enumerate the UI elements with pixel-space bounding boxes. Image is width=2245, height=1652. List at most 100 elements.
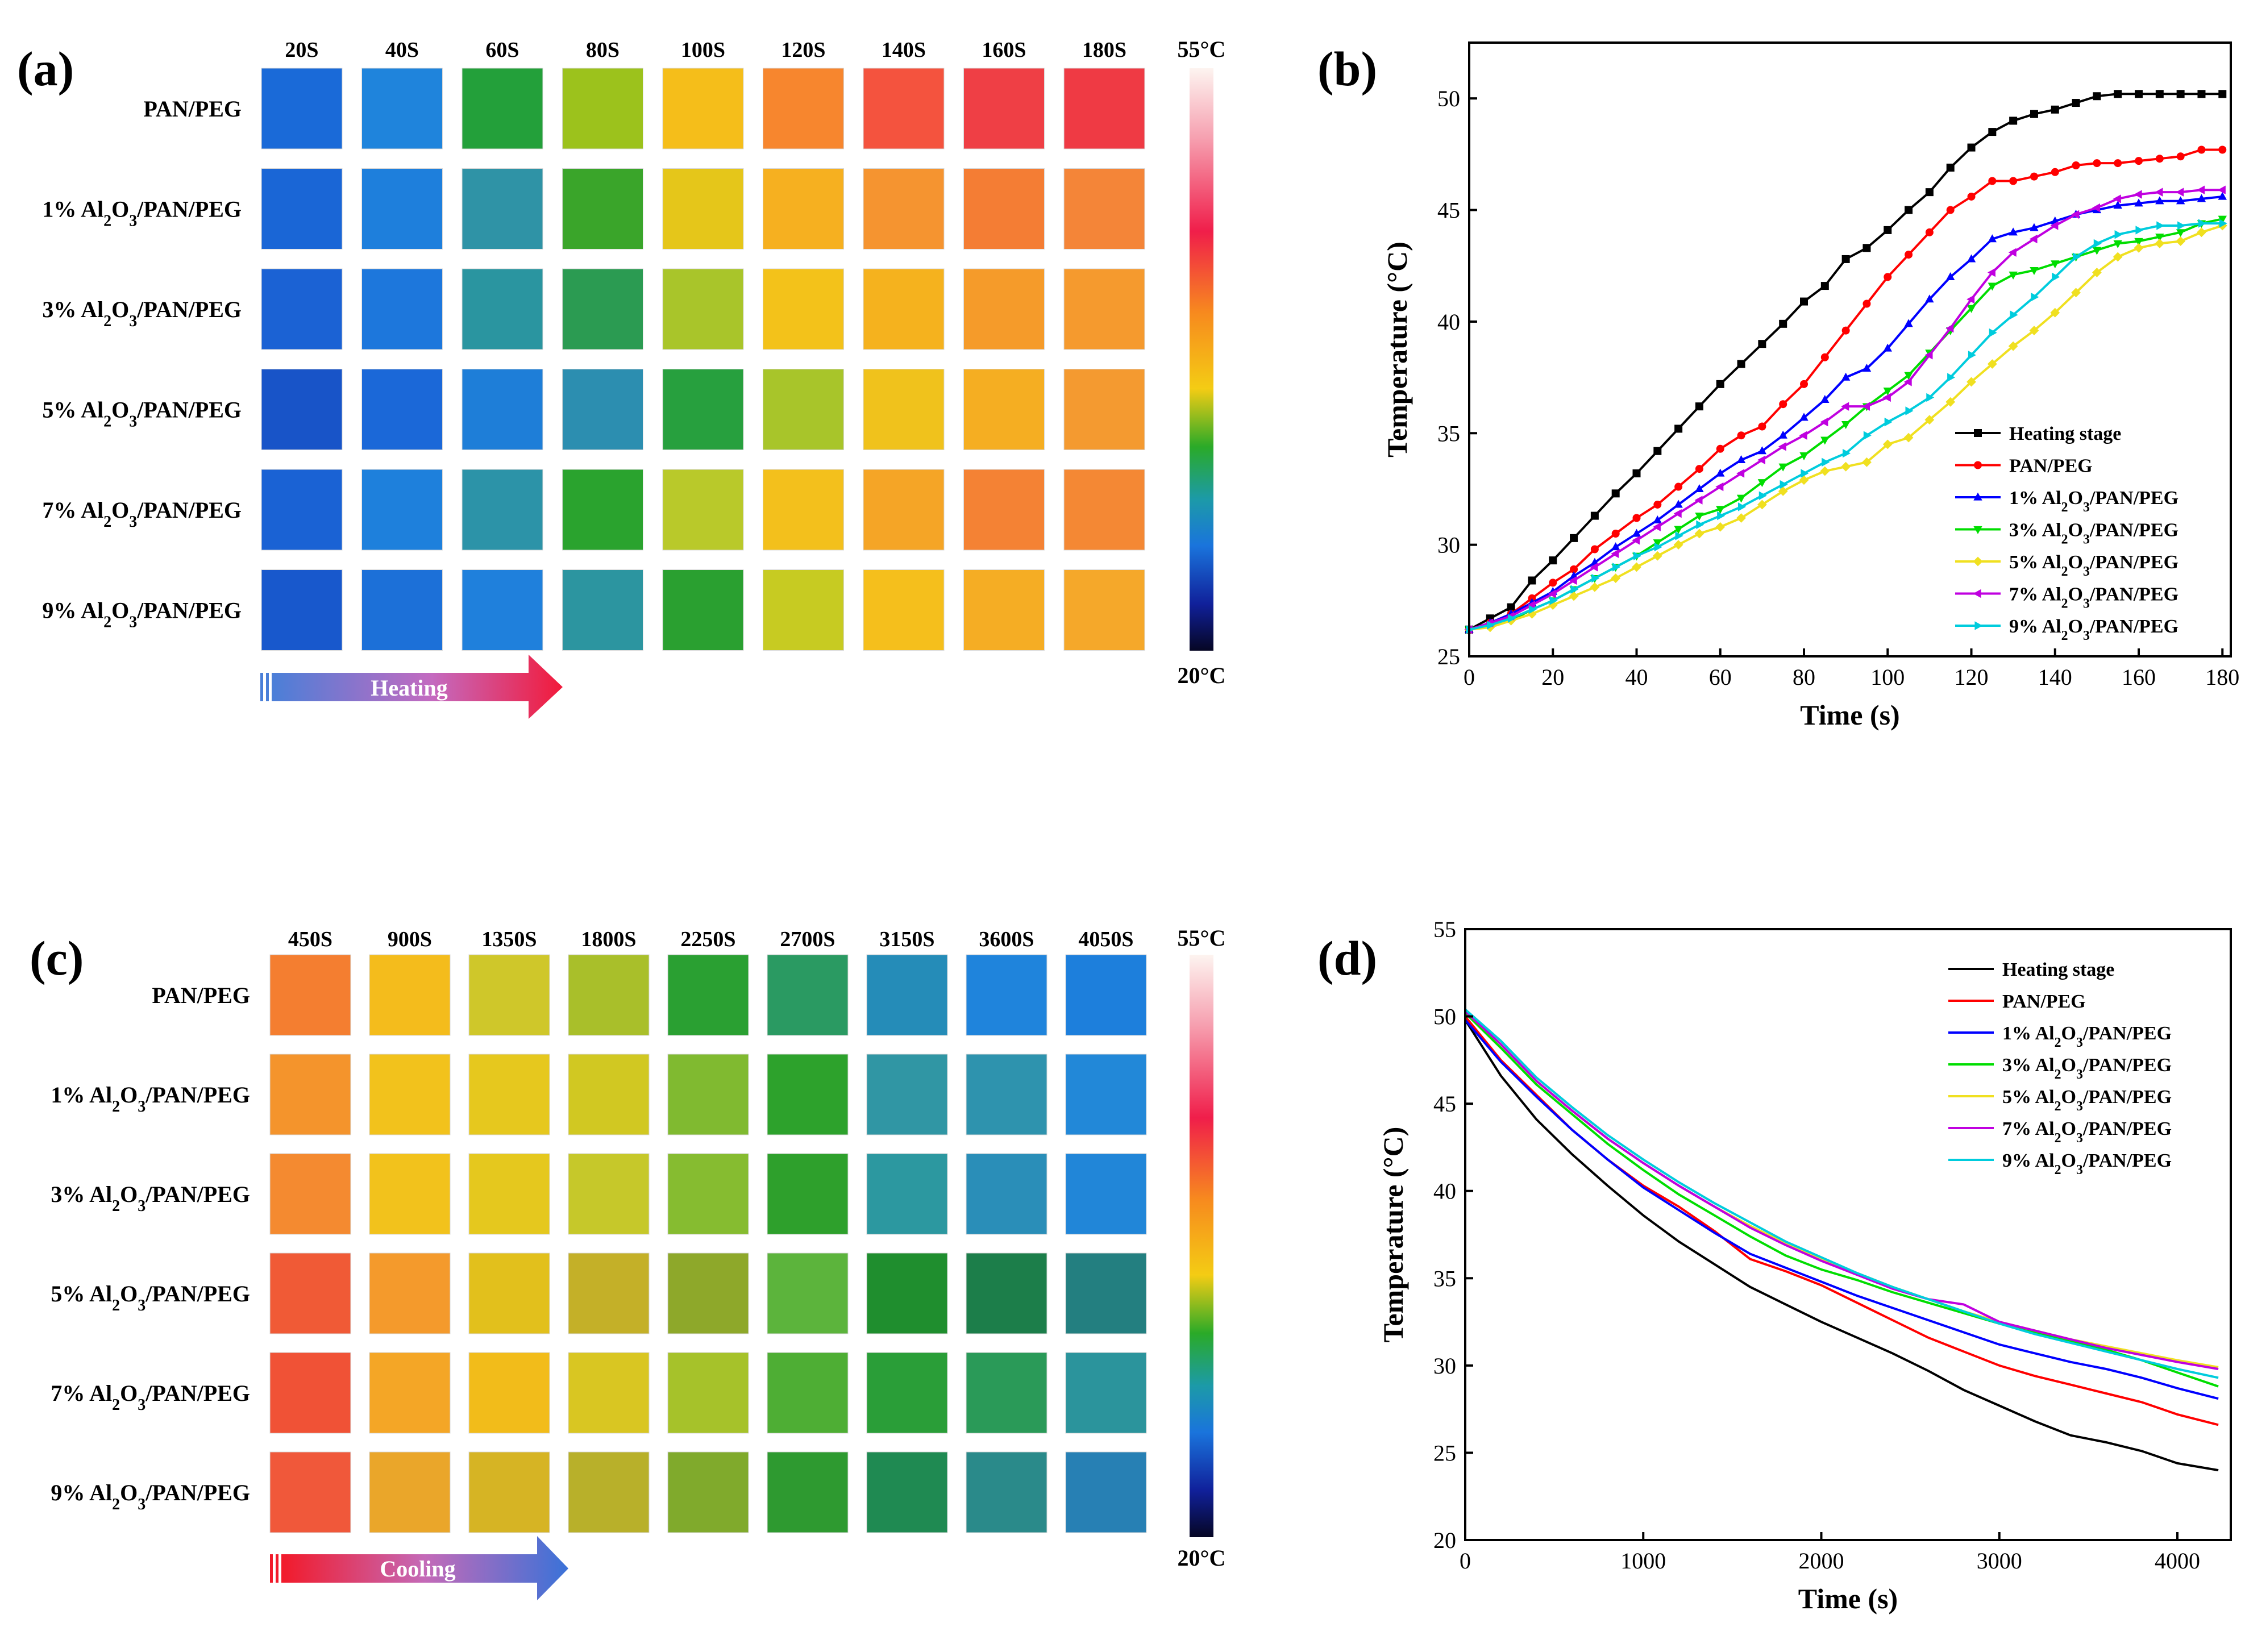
data-point — [1633, 551, 1641, 560]
data-point — [1716, 506, 1725, 514]
data-point — [1988, 128, 1997, 136]
time-label: 900S — [388, 927, 432, 951]
thermal-image-tile — [568, 1153, 650, 1235]
thermal-image-tile — [1063, 268, 1145, 350]
data-point — [2197, 227, 2206, 238]
thermal-image-tile — [966, 954, 1047, 1036]
data-point — [2071, 210, 2080, 219]
data-point — [1487, 621, 1495, 630]
series-pan-peg — [1465, 145, 2227, 634]
thermal-image-tile — [966, 1153, 1047, 1235]
thermal-image-tile — [462, 569, 543, 651]
data-point — [1820, 394, 1830, 403]
thermal-image-tile — [866, 1451, 948, 1533]
sample-label: 5% Al2O3/PAN/PEG — [42, 397, 242, 431]
time-label: 1800S — [581, 927, 636, 951]
data-point — [1778, 463, 1787, 472]
thermal-image-tile — [763, 268, 844, 350]
data-point — [1652, 522, 1661, 531]
legend-label: 7% Al2O3/PAN/PEG — [2009, 584, 2179, 611]
data-point — [1737, 431, 1745, 440]
thermal-image-tile — [863, 68, 945, 149]
data-point — [1904, 372, 1913, 380]
data-point — [1695, 512, 1704, 521]
thermal-image-tile — [966, 1352, 1047, 1434]
thermal-image-tile — [763, 68, 844, 149]
series-7-al2o3-pan-peg — [1464, 185, 2226, 634]
thermal-image-tile — [1063, 168, 1145, 249]
data-point — [1569, 576, 1577, 585]
data-point — [1591, 573, 1600, 583]
y-tick-label: 50 — [1433, 1004, 1456, 1030]
x-tick-label: 180 — [2205, 664, 2239, 690]
data-point — [1820, 436, 1830, 445]
series-line — [1464, 1008, 2219, 1379]
data-point — [1820, 353, 1829, 361]
data-point — [1694, 529, 1704, 539]
thermal-image-tile — [963, 369, 1045, 450]
data-point — [2218, 215, 2227, 224]
thermal-image-tile — [269, 1451, 351, 1533]
thermal-image-tile — [667, 1153, 749, 1235]
thermal-image-tile — [568, 1252, 650, 1334]
thermal-image-tile — [1065, 1451, 1147, 1533]
data-point — [1757, 446, 1767, 455]
time-label: 450S — [288, 927, 332, 951]
data-point — [1987, 268, 1995, 277]
data-point — [2197, 145, 2206, 154]
thermal-image-tile — [863, 369, 945, 450]
data-point — [1862, 363, 1872, 372]
data-point — [1822, 457, 1830, 467]
thermal-image-tile — [462, 68, 543, 149]
data-point — [2135, 90, 2143, 98]
plot-frame — [1468, 41, 2232, 658]
data-point — [1715, 482, 1724, 492]
thermal-image-tile — [966, 1451, 1047, 1533]
thermal-image-tile — [966, 1054, 1047, 1135]
legend-label: 3% Al2O3/PAN/PEG — [2002, 1055, 2172, 1082]
thermal-image-tile — [369, 1252, 451, 1334]
data-point — [2030, 172, 2038, 181]
legend-label: 5% Al2O3/PAN/PEG — [2002, 1087, 2172, 1114]
legend: Heating stage PAN/PEG 1% Al2O3/PAN/PEG 3% A… — [1948, 959, 2172, 1177]
thermal-image-tile — [1065, 1252, 1147, 1334]
time-label: 120S — [781, 38, 825, 62]
x-tick-label: 160 — [2122, 664, 2156, 690]
thermal-image-tile — [568, 1451, 650, 1533]
x-tick-label: 60 — [1709, 664, 1732, 690]
data-point — [1987, 359, 1997, 369]
y-tick-label: 30 — [1433, 1353, 1456, 1379]
thermal-image-tile — [863, 469, 945, 551]
colorbar-heating-max: 55°C — [1178, 36, 1226, 62]
data-point — [1653, 447, 1662, 455]
legend: Heating stage PAN/PEG 1% Al2O3/PAN/PEG 3% A… — [1955, 423, 2179, 643]
data-point — [1967, 192, 1976, 201]
data-point — [1973, 589, 1981, 598]
data-point — [2114, 90, 2122, 98]
sample-label: 1% Al2O3/PAN/PEG — [42, 197, 242, 230]
sample-label: 5% Al2O3/PAN/PEG — [51, 1281, 250, 1314]
data-point — [1947, 373, 1956, 382]
data-point — [1882, 393, 1891, 402]
data-point — [2197, 194, 2206, 202]
thermal-image-tile — [667, 1054, 749, 1135]
data-point — [1974, 621, 1983, 630]
colorbar-heating-min: 20°C — [1178, 663, 1226, 688]
data-point — [1924, 415, 1935, 425]
data-point — [1717, 511, 1726, 521]
data-point — [1758, 491, 1767, 500]
thermal-image-tile — [662, 68, 744, 149]
thermal-image-tile — [369, 1451, 451, 1533]
data-point — [1905, 206, 1913, 214]
data-point — [1632, 529, 1641, 537]
data-point — [1945, 397, 1956, 407]
sample-label: PAN/PEG — [143, 96, 242, 122]
data-point — [1736, 469, 1745, 478]
data-point — [1569, 591, 1579, 601]
thermal-image-tile — [963, 569, 1045, 651]
thermal-image-tile — [667, 1352, 749, 1434]
thermal-image-tile — [369, 1352, 451, 1434]
data-point — [2134, 198, 2143, 207]
data-point — [2197, 90, 2206, 98]
data-point — [1967, 377, 1976, 387]
